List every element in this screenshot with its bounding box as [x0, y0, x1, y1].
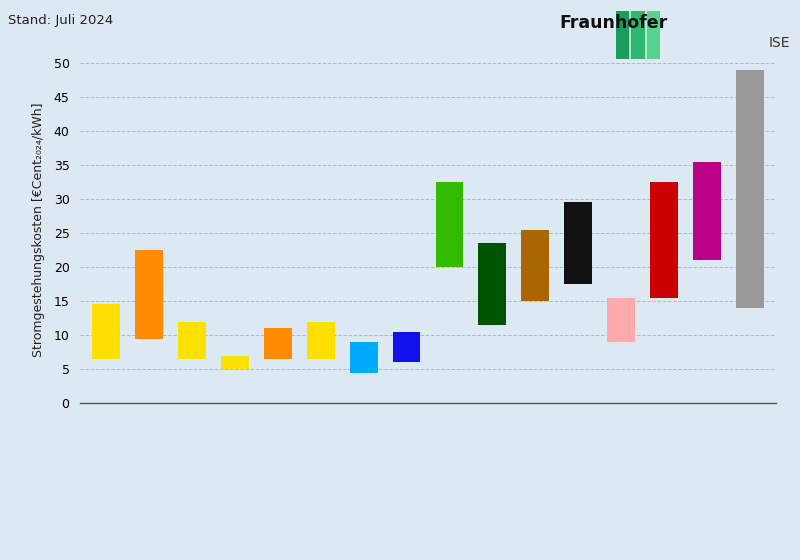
- Bar: [264, 328, 291, 359]
- Bar: [650, 182, 678, 298]
- Bar: [646, 11, 659, 59]
- Text: ISE: ISE: [769, 36, 790, 50]
- Bar: [631, 11, 644, 59]
- Bar: [393, 332, 421, 362]
- Bar: [134, 250, 162, 339]
- Bar: [694, 161, 722, 260]
- Bar: [306, 321, 334, 359]
- Y-axis label: Stromgestehungskosten [€Cent₂₀₂₄/kWh]: Stromgestehungskosten [€Cent₂₀₂₄/kWh]: [32, 102, 46, 357]
- Bar: [178, 321, 206, 359]
- Bar: [522, 230, 550, 301]
- Bar: [607, 298, 635, 342]
- Bar: [350, 342, 378, 372]
- Bar: [616, 11, 628, 59]
- Bar: [736, 69, 764, 308]
- Text: Stand: Juli 2024: Stand: Juli 2024: [8, 14, 114, 27]
- Bar: [221, 356, 249, 369]
- Bar: [478, 243, 506, 325]
- Bar: [565, 202, 592, 284]
- Bar: [92, 305, 120, 359]
- Bar: [435, 182, 463, 267]
- Text: Fraunhofer: Fraunhofer: [560, 14, 668, 32]
